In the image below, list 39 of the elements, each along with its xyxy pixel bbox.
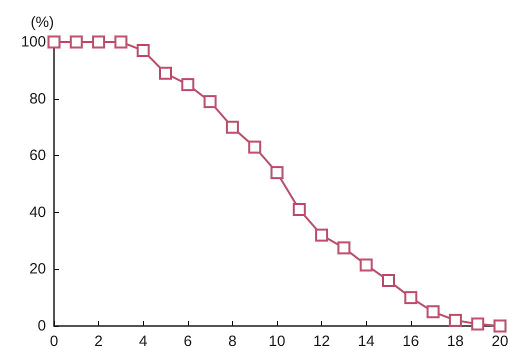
y-tick-label: 0 (38, 318, 46, 334)
point (114, 36, 128, 48)
point (404, 291, 418, 304)
point (48, 36, 60, 48)
x-tick-label: 2 (94, 333, 103, 350)
x-tick-label: 12 (313, 333, 330, 350)
point (248, 140, 262, 154)
y-tick-label: 60 (29, 147, 46, 164)
point (337, 241, 350, 254)
y-tick-label: 40 (29, 204, 46, 221)
x-tick-label: 18 (447, 333, 464, 350)
point (360, 258, 373, 272)
point (204, 95, 217, 108)
point (159, 66, 172, 80)
y-tick-label: 80 (29, 90, 46, 108)
point (292, 203, 306, 216)
x-tick-label: 16 (402, 333, 420, 350)
y-tick-label: 100 (20, 34, 46, 50)
point (181, 78, 194, 92)
point (382, 274, 395, 288)
x-tick-label: 20 (492, 333, 508, 350)
point (92, 36, 106, 48)
x-tick-label: 10 (268, 333, 286, 350)
point (226, 120, 239, 134)
point (448, 314, 462, 327)
y-axis-title: (%) (30, 14, 54, 31)
point (70, 36, 83, 48)
x-tick-label: 0 (50, 333, 58, 350)
point (136, 44, 150, 58)
x-tick-label: 8 (228, 333, 237, 350)
point (315, 228, 328, 242)
point (426, 305, 440, 318)
x-tick-label: 6 (184, 333, 192, 350)
point (270, 166, 284, 180)
y-tick-label: 20 (29, 260, 46, 278)
x-tick-label: 14 (358, 333, 375, 350)
point (471, 318, 484, 331)
x-tick-label: 4 (139, 333, 148, 350)
point (494, 320, 506, 332)
